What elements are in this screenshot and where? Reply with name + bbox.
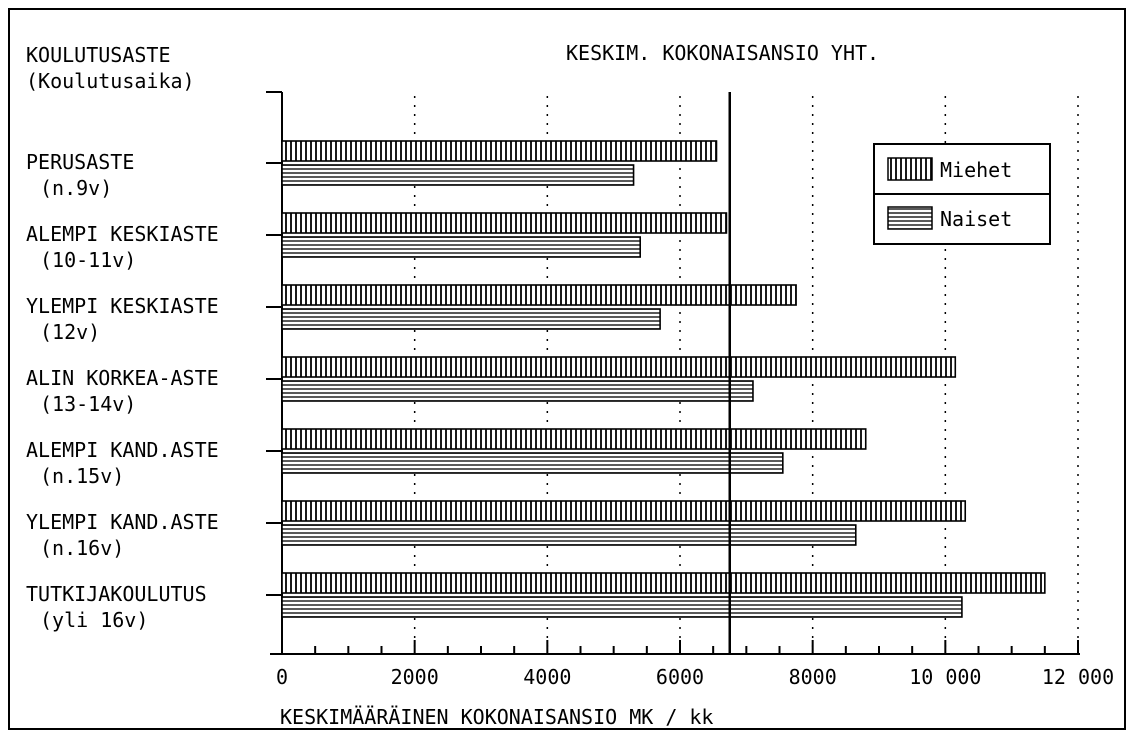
category-sublabel: (n.16v) — [40, 536, 124, 560]
legend-swatch-naiset — [887, 206, 933, 230]
bar-miehet — [281, 428, 867, 450]
category-sublabel: (10-11v) — [40, 248, 136, 272]
bar-naiset — [281, 596, 963, 618]
category-sublabel: (12v) — [40, 320, 100, 344]
category-sublabel: (n.9v) — [40, 176, 112, 200]
x-tick-label: 6000 — [656, 665, 704, 689]
bar-naiset — [281, 164, 635, 186]
bar-naiset — [281, 380, 754, 402]
bar-naiset — [281, 308, 661, 330]
x-axis-label: KESKIMÄÄRÄINEN KOKONAISANSIO MK / kk — [280, 705, 713, 729]
category-sublabel: (n.15v) — [40, 464, 124, 488]
category-label: TUTKIJAKOULUTUS — [26, 582, 207, 606]
bar-miehet — [281, 572, 1046, 594]
x-tick-label: 2000 — [391, 665, 439, 689]
bar-miehet — [281, 500, 967, 522]
bar-miehet — [281, 356, 957, 378]
legend: Miehet Naiset — [873, 143, 1051, 245]
bar-naiset — [281, 524, 857, 546]
category-label: ALIN KORKEA-ASTE — [26, 366, 219, 390]
bar-miehet — [281, 140, 718, 162]
legend-label-miehet: Miehet — [940, 158, 1012, 182]
category-label: PERUSASTE — [26, 150, 134, 174]
category-label: ALEMPI KESKIASTE — [26, 222, 219, 246]
bar-miehet — [281, 212, 728, 234]
legend-label-naiset: Naiset — [940, 207, 1012, 231]
x-tick-label: 8000 — [789, 665, 837, 689]
category-axis-title-line1: KOULUTUSASTE — [26, 43, 171, 67]
x-tick-label: 0 — [276, 665, 288, 689]
category-axis-title-line2: (Koulutusaika) — [26, 69, 195, 93]
x-tick-label: 4000 — [523, 665, 571, 689]
chart-title: KESKIM. KOKONAISANSIO YHT. — [566, 41, 879, 65]
chart-frame — [8, 8, 1126, 730]
category-label: ALEMPI KAND.ASTE — [26, 438, 219, 462]
legend-swatch-miehet — [887, 157, 933, 181]
category-label: YLEMPI KAND.ASTE — [26, 510, 219, 534]
bar-naiset — [281, 452, 784, 474]
bar-naiset — [281, 236, 642, 258]
bar-miehet — [281, 284, 797, 306]
x-tick-label: 10 000 — [909, 665, 981, 689]
category-sublabel: (13-14v) — [40, 392, 136, 416]
x-tick-label: 12 000 — [1042, 665, 1114, 689]
category-label: YLEMPI KESKIASTE — [26, 294, 219, 318]
category-sublabel: (yli 16v) — [40, 608, 148, 632]
